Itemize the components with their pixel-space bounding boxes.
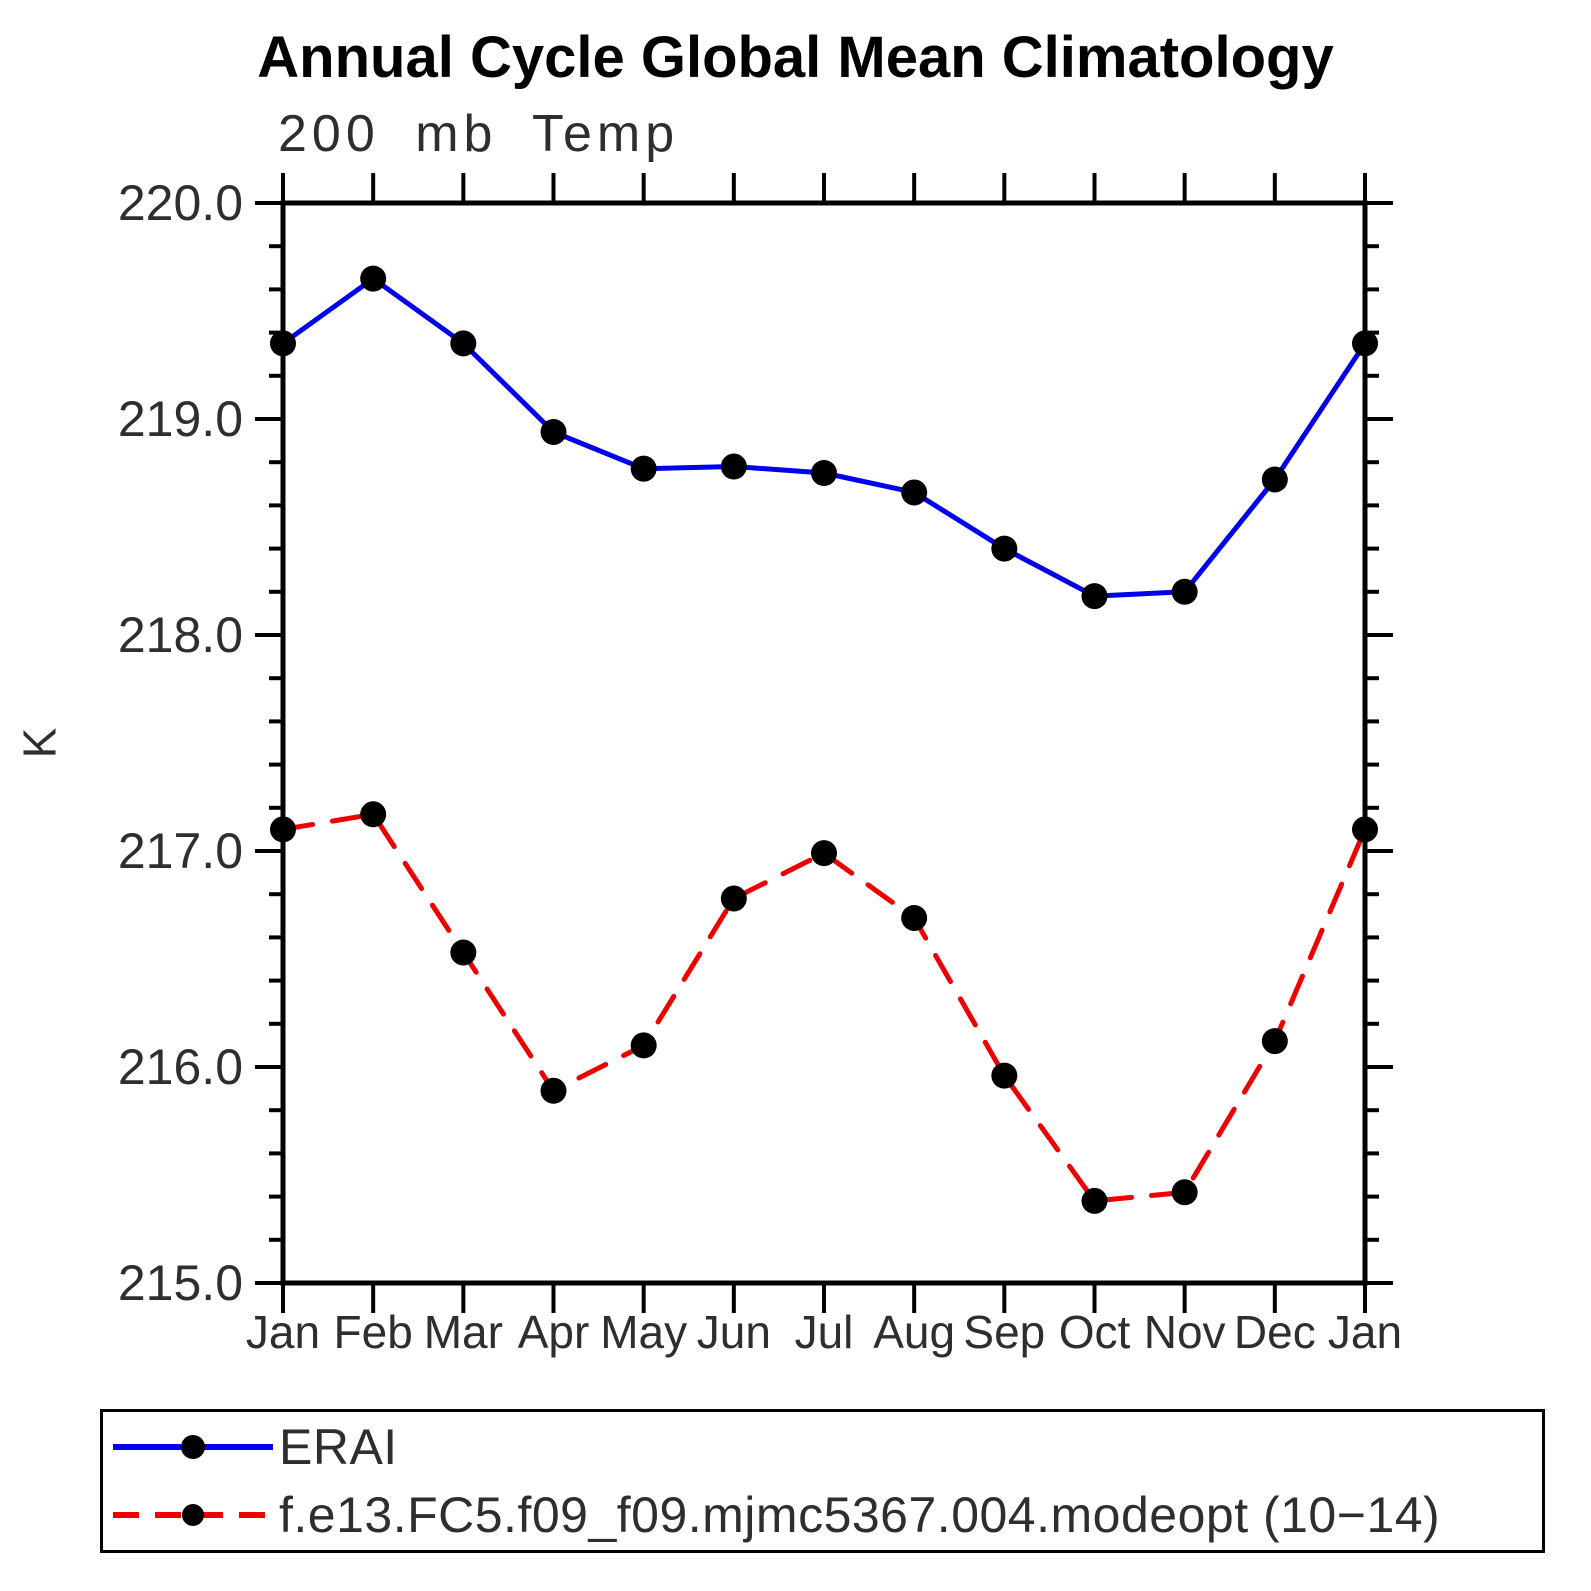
model-data-point: [991, 1062, 1018, 1089]
model-data-point: [450, 939, 477, 966]
model-data-point: [630, 1032, 657, 1059]
axis-frame: [280, 200, 1368, 1286]
model-data-point: [1352, 816, 1378, 843]
chart-title: Annual Cycle Global Mean Climatology: [257, 25, 1334, 90]
erai-data-point: [901, 479, 928, 506]
y-tick-label: 220.0: [118, 175, 243, 231]
erai-data-point: [450, 330, 477, 357]
model-data-point: [901, 904, 928, 931]
x-tick-label: Mar: [424, 1306, 503, 1358]
legend-box: ERAI f.e13.FC5.f09_f09.mjmc5367.004.mode…: [100, 1409, 1545, 1553]
model-data-point: [540, 1077, 567, 1104]
erai-data-point: [1261, 466, 1288, 493]
erai-data-point: [630, 455, 657, 482]
legend-item-model: f.e13.FC5.f09_f09.mjmc5367.004.modeopt (…: [103, 1483, 1542, 1547]
x-tick-label: Nov: [1144, 1306, 1226, 1358]
x-tick-label: Jun: [697, 1306, 771, 1358]
erai-marker-swatch: [181, 1435, 205, 1459]
model-data-point: [811, 840, 837, 867]
model-data-point: [360, 801, 387, 828]
x-tick-label: Feb: [334, 1306, 413, 1358]
erai-data-point: [1171, 578, 1198, 605]
erai-data-point: [540, 418, 567, 445]
chart-subtitle: 200 mb Temp: [278, 105, 680, 163]
legend-label-erai: ERAI: [279, 1419, 398, 1475]
erai-data-point: [991, 535, 1018, 562]
model-marker-swatch: [182, 1504, 204, 1526]
erai-series-line: [280, 276, 1368, 599]
y-tick-label: 217.0: [118, 823, 243, 879]
legend-item-erai: ERAI: [103, 1415, 1542, 1479]
x-tick-label: May: [600, 1306, 687, 1358]
model-data-point: [1081, 1187, 1108, 1214]
legend-swatch-erai: [113, 1435, 273, 1459]
x-tick-label: Dec: [1234, 1306, 1316, 1358]
y-tick-label: 216.0: [118, 1039, 243, 1095]
x-tick-label: Jan: [1328, 1306, 1402, 1358]
x-tick-label: Aug: [873, 1306, 955, 1358]
x-tick-label: Oct: [1059, 1306, 1131, 1358]
x-tick-label: Jul: [795, 1306, 854, 1358]
x-tick-label: Jan: [246, 1306, 320, 1358]
y-tick-label: 218.0: [118, 607, 243, 663]
model-data-point: [1171, 1179, 1198, 1206]
legend-swatch-model: [113, 1504, 273, 1526]
erai-data-point: [720, 453, 747, 480]
legend-label-model: f.e13.FC5.f09_f09.mjmc5367.004.modeopt (…: [279, 1487, 1441, 1543]
erai-data-point: [270, 330, 296, 357]
y-tick-label: 219.0: [118, 391, 243, 447]
model-series-line: [280, 811, 1368, 1204]
erai-data-point: [1352, 330, 1378, 357]
erai-data-point: [1081, 583, 1108, 610]
x-tick-label: Apr: [518, 1306, 590, 1358]
model-data-point: [270, 816, 296, 843]
model-data-point: [1261, 1028, 1288, 1055]
y-tick-label: 215.0: [118, 1255, 243, 1311]
erai-data-point: [360, 265, 387, 292]
model-data-point: [720, 885, 747, 912]
erai-data-point: [811, 460, 837, 486]
x-tick-label: Sep: [963, 1306, 1045, 1358]
